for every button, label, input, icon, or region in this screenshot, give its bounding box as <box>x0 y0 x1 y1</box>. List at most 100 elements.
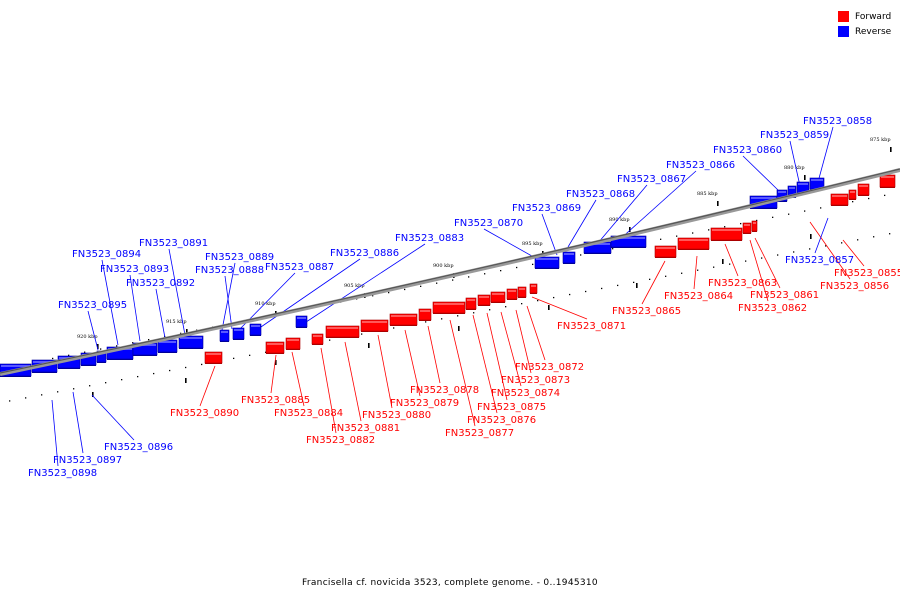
forward-connector <box>641 260 666 305</box>
forward-swatch <box>838 11 849 22</box>
scale-dot <box>500 270 502 272</box>
scale-dot <box>201 363 203 366</box>
forward-gene-label: FN3523_0890 <box>170 408 239 419</box>
reverse-connector <box>101 259 119 346</box>
legend: Forward Reverse <box>838 9 898 39</box>
forward-gene-label: FN3523_0871 <box>557 321 626 332</box>
reverse-gene-label: FN3523_0870 <box>454 218 523 229</box>
reverse-gene-label: FN3523_0857 <box>785 255 854 266</box>
scale-dot <box>169 369 171 372</box>
scale-dot <box>372 295 374 297</box>
inner-scale-dots <box>9 233 891 402</box>
scale-dot <box>585 290 587 293</box>
scale-dot <box>537 299 539 302</box>
forward-gene-block-14 <box>517 286 527 298</box>
scale-dot <box>388 291 390 294</box>
forward-connector <box>693 255 698 290</box>
scale-dot <box>505 306 507 308</box>
reverse-connector <box>483 228 540 261</box>
tick-label: 895 kbp <box>522 241 543 247</box>
reverse-gene-label: FN3523_0883 <box>395 233 464 244</box>
scale-dot <box>148 338 150 341</box>
reverse-connector <box>541 213 558 256</box>
reverse-gene-label: FN3523_0866 <box>666 160 735 171</box>
scale-dot <box>649 278 651 280</box>
forward-gene-label: FN3523_0865 <box>612 306 681 317</box>
scale-dot <box>265 351 267 353</box>
forward-gene-label: FN3523_0855 <box>834 268 900 279</box>
scale-dot <box>580 254 582 256</box>
tick-mark <box>458 326 460 331</box>
reverse-gene-block-9 <box>178 335 204 349</box>
forward-gene-block-20 <box>751 220 758 232</box>
tick-mark <box>890 147 892 152</box>
forward-gene-label: FN3523_0862 <box>738 303 807 314</box>
scale-dot <box>425 321 427 323</box>
forward-connector <box>526 305 546 361</box>
reverse-gene-label: FN3523_0858 <box>803 116 872 127</box>
reverse-gene-block-8 <box>157 339 178 353</box>
legend-forward: Forward <box>838 9 898 24</box>
scale-dot <box>473 312 475 314</box>
forward-gene-block-13 <box>506 288 518 300</box>
scale-dot <box>137 375 139 378</box>
forward-gene-block-10 <box>465 297 477 310</box>
scale-dot <box>777 254 779 256</box>
reverse-gene-label: FN3523_0867 <box>617 174 686 185</box>
forward-gene-block-21 <box>830 193 849 206</box>
scale-dot <box>468 276 470 278</box>
reverse-gene-label: FN3523_0868 <box>566 189 635 200</box>
forward-gene-label: FN3523_0856 <box>820 281 889 292</box>
scale-dot <box>793 251 795 253</box>
scale-dot <box>857 239 859 241</box>
scale-dot <box>697 269 699 271</box>
forward-gene-block-6 <box>360 319 389 332</box>
forward-connector <box>809 221 851 280</box>
scale-dot <box>825 245 827 247</box>
forward-gene-label: FN3523_0884 <box>274 408 343 419</box>
scale-dot <box>745 260 747 262</box>
forward-gene-block-12 <box>490 291 506 303</box>
tick-mark <box>275 360 277 365</box>
reverse-connector <box>257 258 361 330</box>
reverse-gene-block-13 <box>295 315 308 328</box>
scale-dot <box>617 284 619 287</box>
reverse-connector <box>814 217 829 254</box>
label-connectors <box>51 126 865 467</box>
reverse-connector <box>299 243 426 327</box>
scale-dot <box>404 288 406 291</box>
scale-dot <box>441 318 443 320</box>
reverse-gene-block-14 <box>534 256 560 269</box>
forward-gene-block-8 <box>418 308 432 321</box>
scale-dot <box>452 279 454 281</box>
tick-mark <box>368 343 370 348</box>
legend-reverse: Reverse <box>838 24 898 39</box>
forward-connector <box>515 309 532 374</box>
tick-label: 885 kbp <box>697 191 718 197</box>
scale-dot <box>740 222 742 225</box>
scale-dot <box>676 235 678 237</box>
forward-connector <box>377 334 393 409</box>
forward-gene-block-15 <box>529 283 538 294</box>
forward-connector <box>344 341 362 422</box>
forward-gene-block-7 <box>389 313 418 326</box>
tick-mark <box>548 305 550 310</box>
scale-dot <box>756 219 758 222</box>
forward-gene-block-22 <box>848 189 857 200</box>
reverse-connector <box>567 199 597 248</box>
tick-mark <box>804 175 806 180</box>
reverse-connector <box>742 155 779 191</box>
scale-dot <box>361 333 363 335</box>
scale-dot <box>185 366 187 369</box>
forward-gene-label: FN3523_0877 <box>445 428 514 439</box>
tick-label: 890 kbp <box>609 217 630 223</box>
forward-connector <box>531 296 588 320</box>
gene-labels: FN3523_0855FN3523_0856FN3523_0861FN3523_… <box>28 116 900 479</box>
forward-gene-label: FN3523_0872 <box>515 362 584 373</box>
forward-connector <box>427 325 441 384</box>
forward-gene-label: FN3523_0873 <box>501 375 570 386</box>
scale-dot <box>681 272 683 274</box>
tick-mark <box>629 227 631 232</box>
scale-dot <box>569 293 571 296</box>
scale-dot <box>729 263 731 265</box>
